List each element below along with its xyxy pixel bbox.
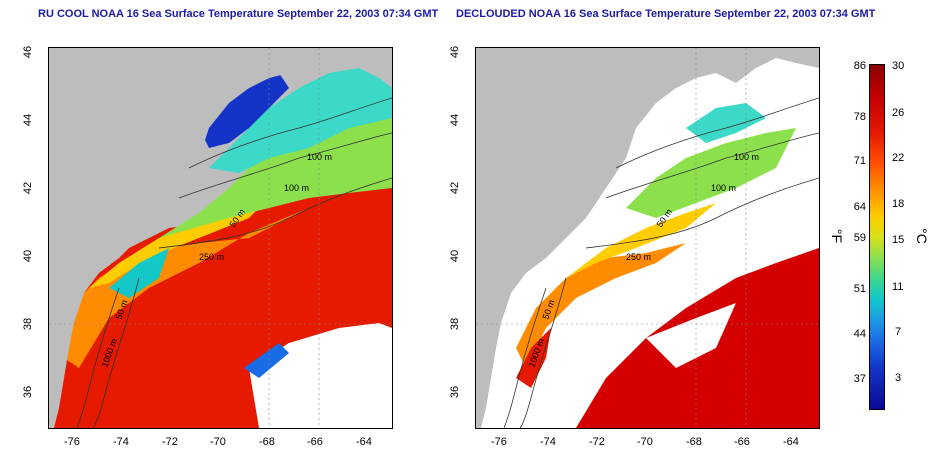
y-tick-label: 46 — [449, 45, 462, 59]
contour-line — [188, 97, 392, 169]
colorbar-fahrenheit-label: 37 — [853, 373, 866, 385]
contour-line — [585, 177, 819, 249]
y-tick-label: 44 — [449, 113, 462, 127]
x-tick-label: -76 — [64, 436, 80, 448]
x-tick-label: -74 — [540, 436, 556, 448]
y-tick-label: 38 — [22, 317, 35, 331]
ocean-blue-region — [199, 73, 289, 148]
colorbar-celsius-label: 3 — [895, 372, 902, 384]
contour-line — [519, 277, 567, 428]
right-map-title: DECLOUDED NOAA 16 Sea Surface Temperatur… — [456, 8, 876, 20]
y-tick-label: 42 — [22, 181, 35, 195]
colorbar-celsius-label: 15 — [892, 234, 905, 246]
fahrenheit-unit-label: °F — [829, 228, 846, 244]
x-tick-label: -68 — [686, 436, 702, 448]
contour-label: 100 m — [734, 152, 759, 162]
x-tick-label: -64 — [356, 436, 372, 448]
colorbar-fahrenheit-label: 51 — [853, 283, 866, 295]
colorbar-fahrenheit-label: 59 — [853, 232, 866, 244]
ocean-cyan-region — [209, 68, 392, 173]
x-tick-label: -66 — [734, 436, 750, 448]
colorbar-celsius-label: 30 — [892, 60, 905, 72]
x-tick-label: -70 — [210, 436, 226, 448]
ocean-orange-region — [516, 243, 686, 368]
x-tick-label: -64 — [783, 436, 799, 448]
contour-line — [605, 132, 819, 199]
land-mass — [476, 48, 819, 428]
y-tick-label: 46 — [22, 45, 35, 59]
contour-label: 250 m — [199, 252, 224, 262]
land-mass — [49, 48, 392, 428]
colorbar-celsius-label: 11 — [892, 281, 904, 293]
colorbar-celsius-label: 22 — [892, 152, 905, 164]
colorbar-fahrenheit-label: 64 — [853, 201, 866, 213]
y-tick-label: 40 — [449, 249, 462, 263]
x-tick-label: -66 — [307, 436, 323, 448]
left-map-title: RU COOL NOAA 16 Sea Surface Temperature … — [38, 8, 439, 20]
right-sst-map[interactable]: 100 m 100 m 50 m 250 m 50 m 1000 m — [475, 47, 820, 429]
contour-line — [503, 287, 547, 428]
y-tick-label: 38 — [449, 317, 462, 331]
contour-label: 100 m — [711, 183, 736, 193]
cloud-edge-blue — [244, 343, 289, 378]
x-tick-label: -74 — [113, 436, 129, 448]
x-tick-label: -76 — [491, 436, 507, 448]
colorbar-celsius-label: 7 — [895, 326, 902, 338]
contour-label: 100 m — [307, 152, 332, 162]
y-tick-label: 44 — [22, 113, 35, 127]
y-tick-label: 40 — [22, 249, 35, 263]
ocean-yellow-band — [89, 198, 269, 288]
x-tick-label: -72 — [162, 436, 178, 448]
x-tick-label: -70 — [637, 436, 653, 448]
ocean-orange-region — [49, 208, 309, 368]
ocean-teal-patch — [109, 248, 169, 298]
x-tick-label: -72 — [589, 436, 605, 448]
contour-line — [158, 177, 392, 249]
y-tick-label: 36 — [449, 385, 462, 399]
colorbar-fahrenheit-label: 44 — [853, 328, 866, 340]
contour-label: 100 m — [284, 183, 309, 193]
contour-line — [615, 97, 819, 169]
colorbar-fahrenheit-label: 86 — [853, 60, 866, 72]
contour-line — [76, 287, 120, 428]
y-tick-label: 36 — [22, 385, 35, 399]
ocean-red-strip — [516, 328, 551, 388]
contour-line — [92, 277, 140, 428]
contour-label: 250 m — [626, 252, 651, 262]
colorbar-celsius-label: 18 — [892, 198, 905, 210]
ocean-green-region — [159, 103, 392, 238]
cloud-gap — [646, 303, 736, 368]
colorbar-fahrenheit-label: 71 — [853, 155, 866, 167]
x-tick-label: -68 — [259, 436, 275, 448]
temperature-colorbar — [869, 64, 885, 410]
colorbar-fahrenheit-label: 78 — [853, 111, 866, 123]
y-tick-label: 42 — [449, 181, 462, 195]
celsius-unit-label: °C — [913, 228, 930, 244]
colorbar-celsius-label: 26 — [892, 107, 905, 119]
left-sst-map[interactable]: 100 m 100 m 50 m 250 m 50 m 1000 m — [48, 47, 393, 429]
contour-line — [178, 132, 392, 199]
